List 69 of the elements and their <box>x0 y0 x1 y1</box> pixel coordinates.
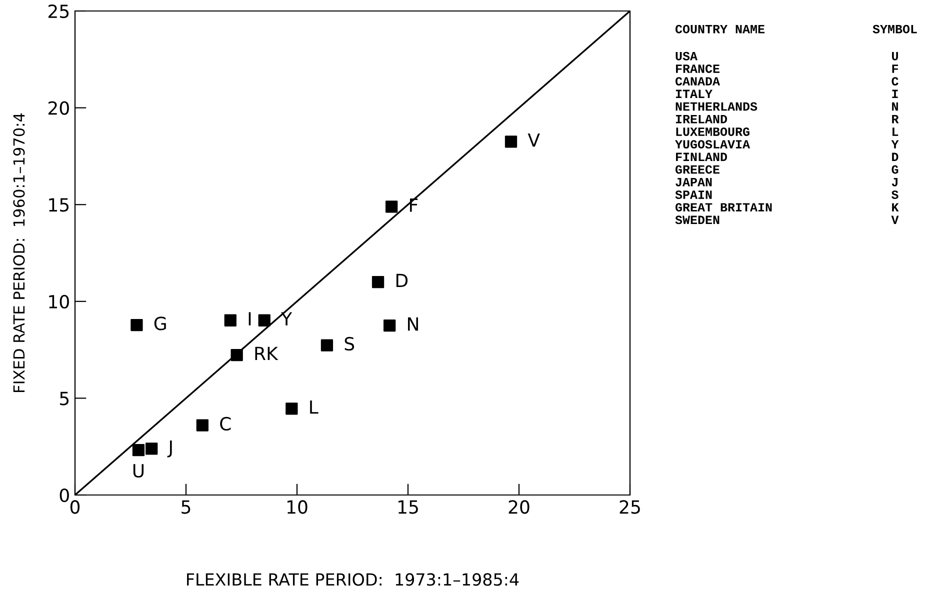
y-tick-label: 0 <box>60 488 69 502</box>
annotation: Y <box>280 312 292 326</box>
text: K <box>892 203 899 212</box>
text: G <box>892 165 898 174</box>
annotation: V <box>528 134 540 147</box>
point <box>196 419 208 432</box>
y-tick-label: 20 <box>48 101 69 115</box>
x-tick-label: 5 <box>182 500 190 514</box>
text: L <box>892 128 898 136</box>
point <box>386 200 398 213</box>
point <box>504 136 518 148</box>
text: CANADA <box>675 77 720 86</box>
text: D <box>892 152 898 162</box>
annotation: U <box>133 464 144 478</box>
text: JAPAN <box>676 178 712 186</box>
text: V <box>891 216 899 224</box>
y-tick-label: 15 <box>49 198 69 212</box>
y-axis-title: FIXED RATE PERIOD: 1960:1–1970:4 <box>13 113 25 392</box>
text: NETHERLANDS <box>676 102 758 111</box>
annotation: J <box>167 440 172 458</box>
point <box>224 314 236 326</box>
text: FINLAND <box>676 152 728 162</box>
text: SYMBOL <box>872 24 917 34</box>
text: IRELAND <box>676 115 728 124</box>
text: GREECE <box>675 165 720 174</box>
text: SWEDEN <box>675 216 720 224</box>
annotation: L <box>310 400 318 414</box>
x-axis-title: FLEXIBLE RATE PERIOD: 1973:1–1985:4 <box>187 573 519 586</box>
x-tick-label: 10 <box>287 500 308 514</box>
x-tick-label: 15 <box>398 500 418 514</box>
point <box>372 276 384 288</box>
text: SPAIN <box>675 190 712 199</box>
point <box>384 320 396 332</box>
x-tick-label: 25 <box>620 500 640 514</box>
text: C <box>892 77 898 86</box>
text: I <box>892 90 898 98</box>
annotation: D <box>396 274 408 288</box>
point <box>258 314 270 326</box>
text: F <box>892 64 898 73</box>
x-tick-label: 20 <box>508 500 530 514</box>
annotation: N <box>408 317 418 331</box>
annotation: I <box>248 312 251 326</box>
y-tick-label: 10 <box>49 294 69 309</box>
text: S <box>891 190 898 199</box>
annotation: G <box>154 316 166 330</box>
text: FRANCE <box>676 64 720 73</box>
text: YUGOSLAVIA <box>675 140 750 149</box>
point <box>286 402 298 415</box>
text: USA <box>676 52 698 60</box>
text: Y <box>891 140 899 148</box>
text: ITALY <box>676 90 712 98</box>
point <box>130 318 143 332</box>
point <box>146 442 158 455</box>
annotation: RK <box>255 346 278 360</box>
y-tick-label: 5 <box>60 392 69 406</box>
text: J <box>892 178 898 186</box>
text: COUNTRY NAME <box>675 24 765 34</box>
point <box>230 348 243 362</box>
y-tick-label: 25 <box>48 4 69 18</box>
text: U <box>892 52 898 60</box>
text: LUXEMBOURG <box>676 127 750 136</box>
point <box>320 339 334 352</box>
annotation: S <box>344 336 354 351</box>
annotation: C <box>220 416 231 431</box>
text: R <box>892 115 899 124</box>
x-tick-label: 0 <box>70 500 80 514</box>
text: GREAT BRITAIN <box>675 203 772 212</box>
point <box>132 444 145 456</box>
text: N <box>892 102 898 111</box>
